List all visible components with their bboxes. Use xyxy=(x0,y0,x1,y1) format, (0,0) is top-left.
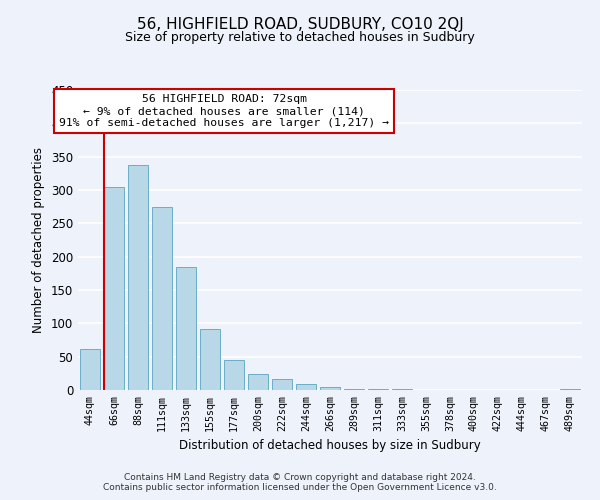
Text: Size of property relative to detached houses in Sudbury: Size of property relative to detached ho… xyxy=(125,31,475,44)
Bar xyxy=(344,388,364,390)
Y-axis label: Number of detached properties: Number of detached properties xyxy=(32,147,46,333)
Bar xyxy=(128,164,148,390)
Bar xyxy=(200,330,220,390)
Text: Contains HM Land Registry data © Crown copyright and database right 2024.
Contai: Contains HM Land Registry data © Crown c… xyxy=(103,473,497,492)
X-axis label: Distribution of detached houses by size in Sudbury: Distribution of detached houses by size … xyxy=(179,439,481,452)
Bar xyxy=(176,268,196,390)
Text: 56 HIGHFIELD ROAD: 72sqm
← 9% of detached houses are smaller (114)
91% of semi-d: 56 HIGHFIELD ROAD: 72sqm ← 9% of detache… xyxy=(59,94,389,128)
Bar xyxy=(224,360,244,390)
Bar xyxy=(248,374,268,390)
Bar xyxy=(296,384,316,390)
Bar xyxy=(272,380,292,390)
Bar xyxy=(560,388,580,390)
Bar xyxy=(320,386,340,390)
Bar xyxy=(80,348,100,390)
Bar xyxy=(104,186,124,390)
Bar xyxy=(152,206,172,390)
Text: 56, HIGHFIELD ROAD, SUDBURY, CO10 2QJ: 56, HIGHFIELD ROAD, SUDBURY, CO10 2QJ xyxy=(137,18,463,32)
